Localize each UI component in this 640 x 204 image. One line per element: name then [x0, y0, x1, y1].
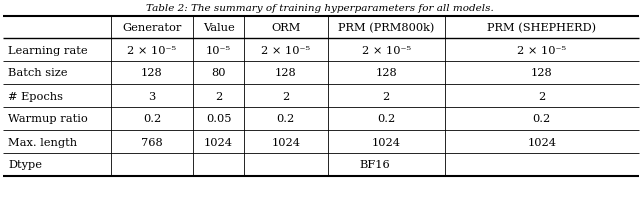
- Text: 0.2: 0.2: [276, 114, 295, 124]
- Text: 128: 128: [531, 68, 552, 78]
- Text: 2 × 10⁻⁵: 2 × 10⁻⁵: [127, 45, 177, 55]
- Text: 3: 3: [148, 91, 156, 101]
- Text: Warmup ratio: Warmup ratio: [8, 114, 88, 124]
- Text: 1024: 1024: [372, 137, 401, 147]
- Text: PRM (SHEPHERD): PRM (SHEPHERD): [487, 23, 596, 33]
- Text: 80: 80: [211, 68, 226, 78]
- Text: ORM: ORM: [271, 23, 300, 33]
- Text: 2: 2: [215, 91, 222, 101]
- Text: PRM (PRM800k): PRM (PRM800k): [338, 23, 435, 33]
- Text: 2 × 10⁻⁵: 2 × 10⁻⁵: [261, 45, 310, 55]
- Text: 2 × 10⁻⁵: 2 × 10⁻⁵: [517, 45, 566, 55]
- Text: 10⁻⁵: 10⁻⁵: [206, 45, 231, 55]
- Text: Generator: Generator: [122, 23, 182, 33]
- Text: # Epochs: # Epochs: [8, 91, 63, 101]
- Text: 768: 768: [141, 137, 163, 147]
- Text: 1024: 1024: [271, 137, 300, 147]
- Text: 0.2: 0.2: [377, 114, 396, 124]
- Text: 128: 128: [376, 68, 397, 78]
- Text: 0.2: 0.2: [532, 114, 551, 124]
- Text: 2: 2: [383, 91, 390, 101]
- Text: 128: 128: [141, 68, 163, 78]
- Text: 128: 128: [275, 68, 296, 78]
- Text: Max. length: Max. length: [8, 137, 77, 147]
- Text: 2: 2: [282, 91, 289, 101]
- Text: 2: 2: [538, 91, 545, 101]
- Text: Table 2: The summary of training hyperparameters for all models.: Table 2: The summary of training hyperpa…: [146, 4, 494, 13]
- Text: BF16: BF16: [359, 160, 390, 170]
- Text: 0.05: 0.05: [206, 114, 231, 124]
- Text: Dtype: Dtype: [8, 160, 42, 170]
- Text: 1024: 1024: [204, 137, 233, 147]
- Text: 2 × 10⁻⁵: 2 × 10⁻⁵: [362, 45, 411, 55]
- Text: Batch size: Batch size: [8, 68, 68, 78]
- Text: 1024: 1024: [527, 137, 556, 147]
- Text: Learning rate: Learning rate: [8, 45, 88, 55]
- Text: Value: Value: [203, 23, 234, 33]
- Text: 0.2: 0.2: [143, 114, 161, 124]
